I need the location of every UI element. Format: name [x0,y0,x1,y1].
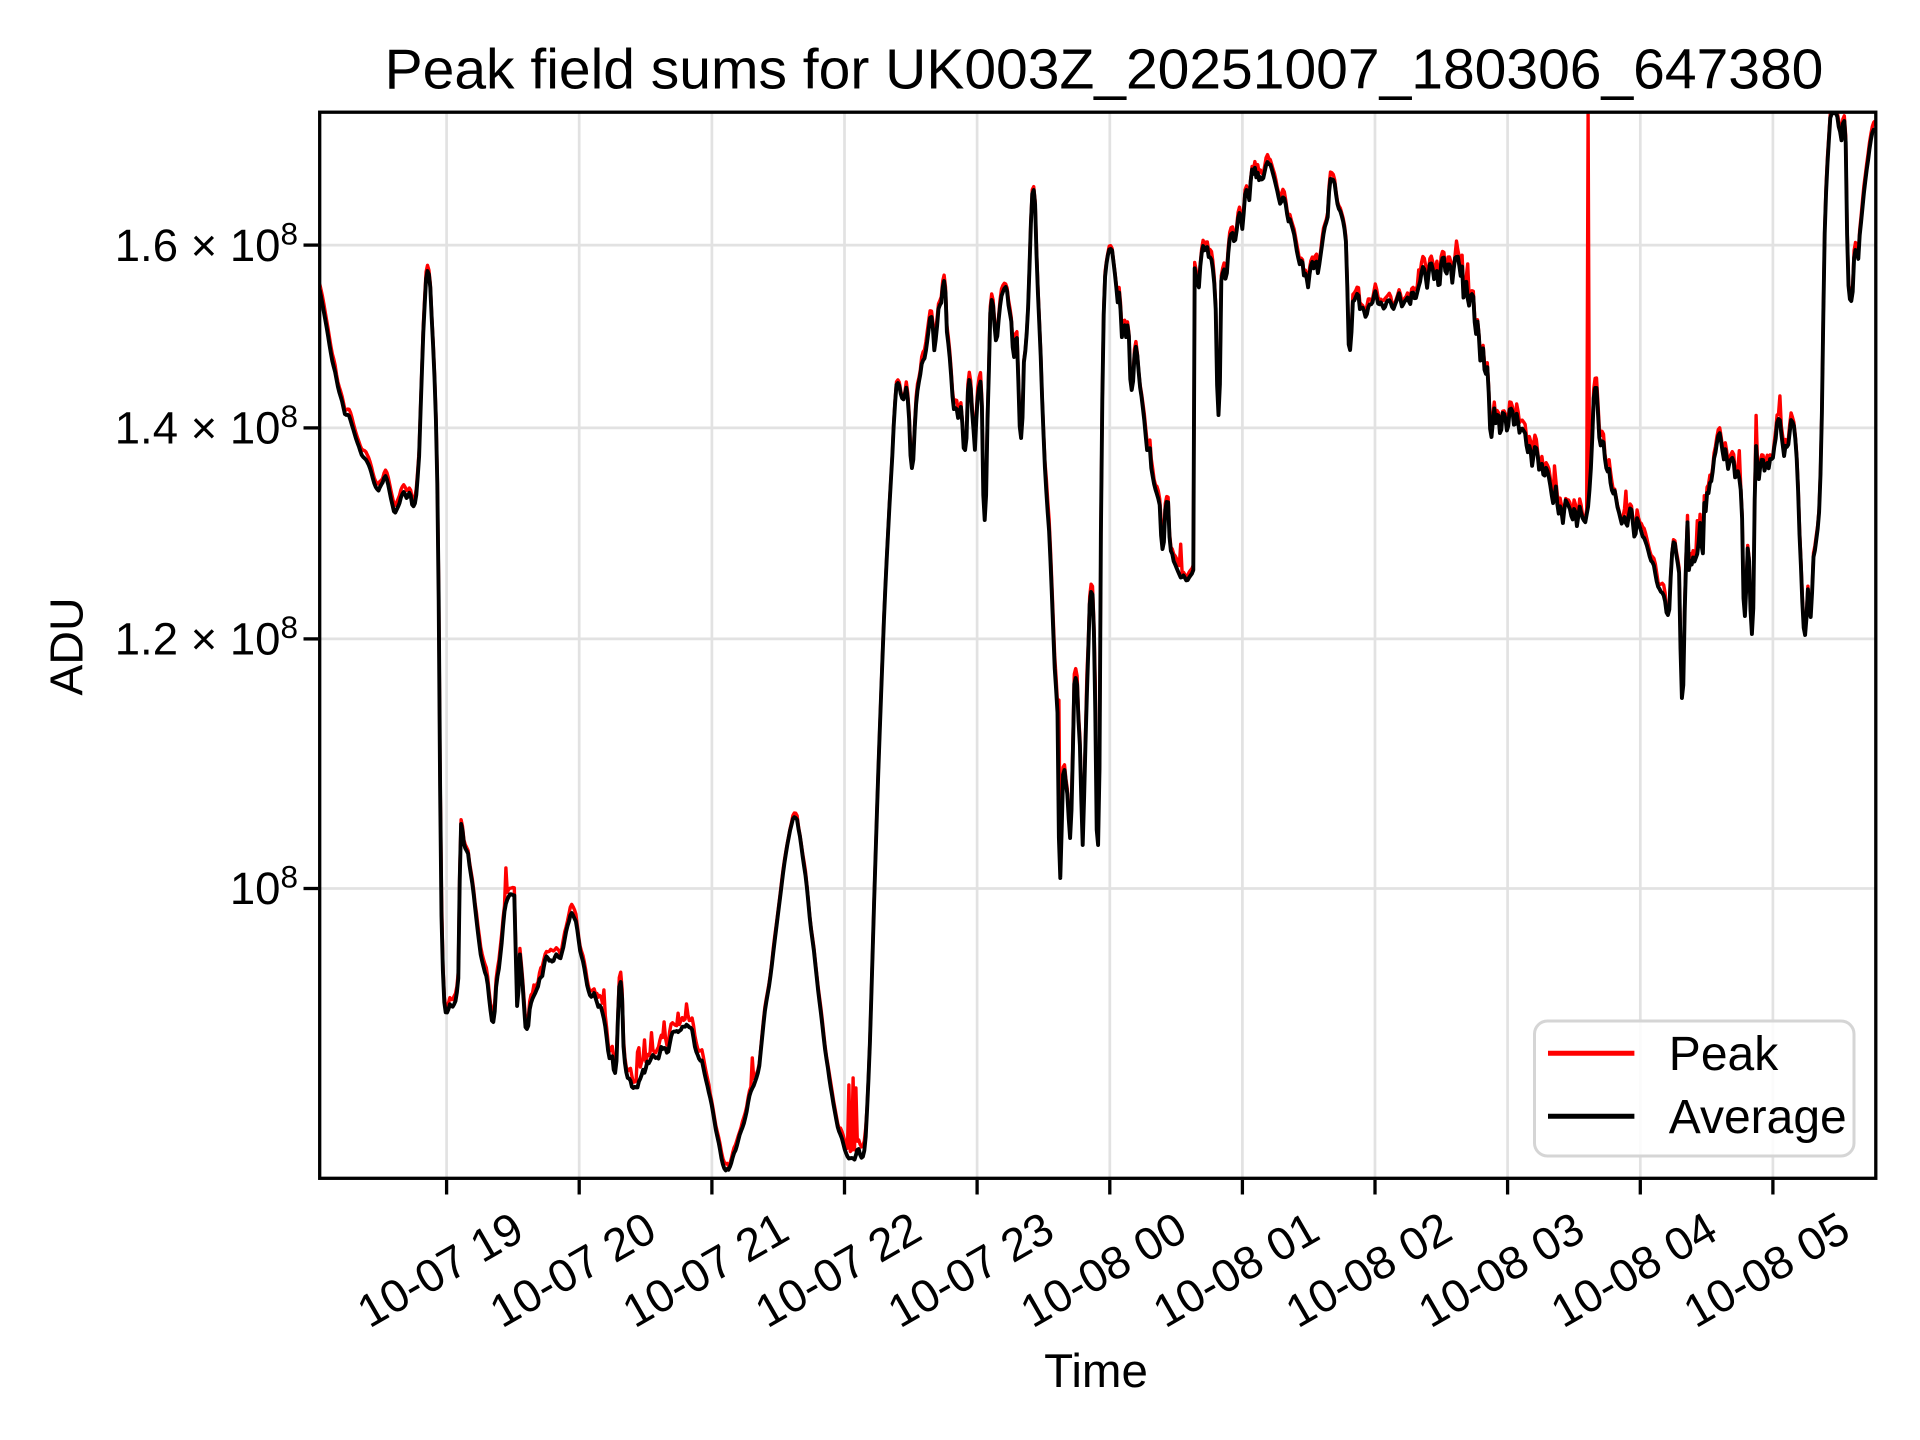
svg-text:Peak: Peak [1669,1028,1779,1081]
svg-text:ADU: ADU [41,597,93,695]
svg-text:1.2 × 108: 1.2 × 108 [115,609,298,665]
svg-text:Average: Average [1669,1091,1847,1144]
svg-text:Time: Time [1044,1345,1148,1398]
svg-text:1.6 × 108: 1.6 × 108 [115,215,298,271]
svg-text:Peak field sums for UK003Z_202: Peak field sums for UK003Z_20251007_1803… [385,37,1824,101]
svg-text:1.4 × 108: 1.4 × 108 [115,398,298,454]
